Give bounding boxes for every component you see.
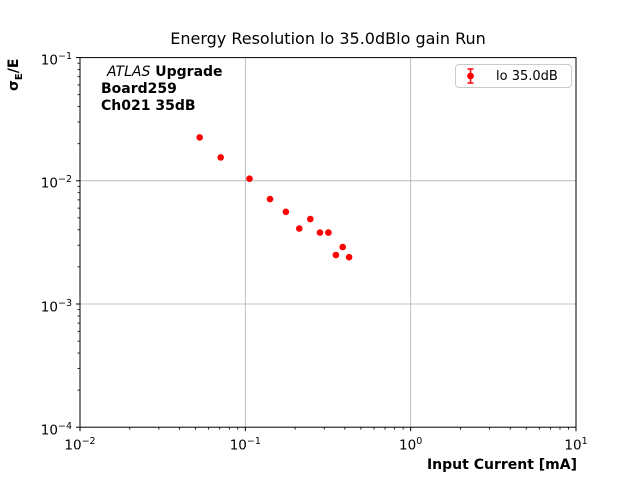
x-tick-label: 100 bbox=[399, 435, 423, 453]
y-axis-label-sigma: σ bbox=[6, 80, 22, 91]
y-tick-label: 10−2 bbox=[40, 174, 72, 192]
errorbar-marker-icon bbox=[467, 68, 474, 84]
plot-border bbox=[79, 57, 577, 428]
x-tick-label: 10−1 bbox=[229, 435, 261, 453]
chart-title: Energy Resolution lo 35.0dBlo gain Run bbox=[170, 29, 486, 48]
x-tick-label: 101 bbox=[564, 435, 588, 453]
y-axis-label-rest: /E bbox=[6, 58, 22, 74]
annotation-upgrade: Upgrade bbox=[155, 64, 223, 80]
legend: lo 35.0dB bbox=[455, 64, 572, 88]
data-point bbox=[332, 251, 340, 259]
y-tick-label: 10−1 bbox=[40, 51, 72, 69]
data-point bbox=[282, 208, 290, 216]
data-point bbox=[316, 229, 324, 236]
data-point bbox=[307, 215, 314, 223]
data-point bbox=[266, 195, 274, 203]
y-tick-label: 10−4 bbox=[40, 420, 72, 439]
x-tick-label: 10−2 bbox=[64, 435, 96, 453]
annotation-line-3: Ch021 35dB bbox=[101, 98, 196, 114]
annotation-block: ATLAS Upgrade Board259 Ch021 35dB bbox=[101, 64, 223, 115]
data-point bbox=[246, 175, 253, 182]
y-tick-label: 10−3 bbox=[40, 297, 72, 315]
data-point bbox=[325, 229, 332, 236]
data-point bbox=[296, 225, 303, 232]
x-axis-label: Input Current [mA] bbox=[426, 457, 577, 473]
data-point bbox=[217, 154, 224, 161]
y-axis-label: σE/E bbox=[6, 59, 25, 91]
legend-label: lo 35.0dB bbox=[496, 68, 558, 84]
data-point bbox=[196, 134, 203, 141]
annotation-atlas: ATLAS bbox=[107, 64, 151, 80]
annotation-line-1: ATLAS Upgrade bbox=[101, 64, 223, 81]
data-point bbox=[339, 243, 347, 251]
annotation-line-2: Board259 bbox=[101, 81, 177, 97]
y-axis-label-sub: E bbox=[13, 73, 25, 81]
data-point bbox=[345, 253, 353, 261]
